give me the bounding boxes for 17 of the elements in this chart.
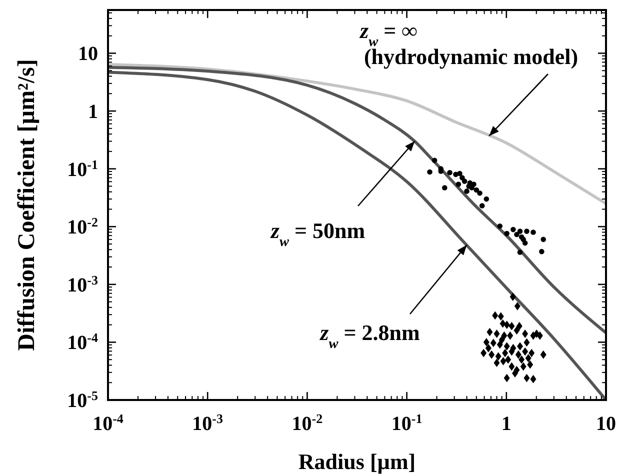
y-tick-label: 10$^{-4}$ [67,330,98,354]
x-axis-title: Radius [µm] [298,449,416,474]
x-tick-label: 10$^{-3}$ [192,410,224,435]
y-tick-label: 10$^{-3}$ [67,272,98,296]
y-tick-label: 1 [88,101,98,124]
x-tick-label: 10$^{-2}$ [292,410,323,435]
x-tick-label: 10 [596,413,616,435]
x-tick-label: 1 [501,413,512,435]
y-tick-label: 10$^{-2}$ [67,214,98,239]
annotation: z$_{w}$ = ∞ [359,18,418,50]
y-axis-title: Diffusion Coefficient [µm²/s] [14,59,40,351]
y-tick-label: 10$^{-5}$ [67,388,98,412]
annotation: z$_{w}$ = 2.8nm [319,320,420,352]
x-tick-label: 10$^{-1}$ [391,410,422,435]
y-tick-label: 10$^{-1}$ [67,156,98,181]
y-tick-label: 10 [78,43,98,66]
annotation: z$_{w}$ = 50nm [270,218,366,250]
